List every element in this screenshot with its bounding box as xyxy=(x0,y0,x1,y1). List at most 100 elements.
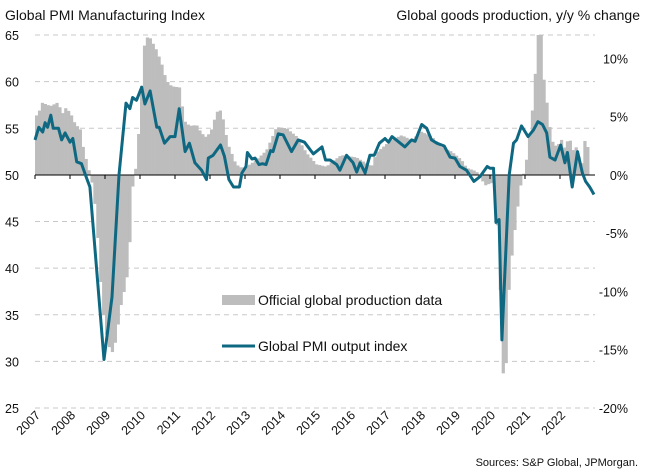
production-bar xyxy=(35,115,39,175)
production-bar xyxy=(387,141,392,175)
production-bar xyxy=(119,175,123,306)
production-bar xyxy=(116,175,120,325)
production-bar xyxy=(137,134,141,175)
left-axis-label: 35 xyxy=(5,309,19,323)
production-bar xyxy=(425,134,430,175)
production-bar xyxy=(338,156,342,175)
production-bar xyxy=(67,110,71,175)
pmi-output-line xyxy=(33,85,596,361)
production-bar xyxy=(481,175,485,182)
production-bar xyxy=(583,140,587,175)
x-axis-labels: 2007 2008 2009 2010 2011 2012 2013 2014 2015 2016… xyxy=(14,408,569,438)
production-bar xyxy=(484,175,488,186)
production-bar xyxy=(513,175,517,231)
x-axis-label: 2010 xyxy=(119,408,149,438)
production-bar xyxy=(443,148,447,175)
x-axis-label: 2009 xyxy=(84,408,114,438)
production-bar xyxy=(268,142,272,175)
production-bar xyxy=(90,175,94,183)
production-bar xyxy=(326,165,330,175)
production-bar xyxy=(227,146,231,175)
legend: Official global production data Global P… xyxy=(222,292,442,354)
production-bar xyxy=(142,45,147,176)
left-axis-label: 25 xyxy=(5,402,19,416)
x-axis-label: 2012 xyxy=(189,408,219,438)
production-bar xyxy=(455,155,459,175)
production-bar xyxy=(87,170,91,175)
production-bar xyxy=(294,136,298,175)
production-bars xyxy=(35,35,590,374)
production-bar xyxy=(487,175,491,185)
production-bar xyxy=(507,175,511,290)
production-bar xyxy=(210,129,214,175)
production-bar xyxy=(201,134,205,175)
legend-line-label: Global PMI output index xyxy=(258,338,407,354)
x-axis-ticks xyxy=(34,175,561,179)
production-bar xyxy=(306,154,310,175)
production-bar xyxy=(344,155,348,175)
production-bar xyxy=(376,151,380,175)
production-bar xyxy=(320,165,325,175)
production-bar xyxy=(350,156,354,175)
production-bar xyxy=(522,173,526,175)
production-bar xyxy=(396,136,400,175)
production-bar xyxy=(239,167,243,175)
production-bar xyxy=(385,144,389,175)
production-bar xyxy=(420,131,424,175)
production-bar xyxy=(145,37,150,175)
production-bar xyxy=(317,165,322,175)
production-bar xyxy=(370,165,374,175)
production-bar xyxy=(297,140,301,175)
right-axis-labels: 10% 5% 0% -5% -10% -15% -20% xyxy=(599,52,628,416)
production-bar xyxy=(428,135,432,175)
production-bar xyxy=(84,158,88,175)
production-bar xyxy=(312,161,316,175)
production-bar xyxy=(431,138,435,175)
production-bar xyxy=(446,149,450,175)
right-axis-title: Global goods production, y/y % change xyxy=(396,7,640,23)
production-bar xyxy=(96,175,100,238)
production-bar xyxy=(140,85,144,175)
left-axis-label: 30 xyxy=(5,355,19,369)
production-bar xyxy=(405,137,409,175)
production-bar xyxy=(390,139,395,175)
production-bar xyxy=(422,133,427,175)
production-bar xyxy=(122,175,126,293)
production-bar xyxy=(557,144,561,175)
production-bar xyxy=(46,105,50,175)
production-bar xyxy=(177,87,182,175)
production-bar xyxy=(519,175,523,186)
production-bar xyxy=(102,175,106,316)
production-bar xyxy=(245,166,249,175)
production-bar xyxy=(99,175,103,282)
production-bar xyxy=(172,86,176,175)
production-bar xyxy=(495,175,500,226)
production-bar xyxy=(382,146,386,175)
right-axis-label: 5% xyxy=(610,111,628,125)
production-bar xyxy=(247,164,252,175)
production-bar xyxy=(440,147,444,175)
production-bar xyxy=(571,150,575,175)
production-bar xyxy=(253,160,257,175)
right-axis-label: -20% xyxy=(599,402,628,416)
production-bar xyxy=(70,115,74,175)
production-bar xyxy=(131,175,135,187)
production-bar xyxy=(586,147,590,175)
production-bar xyxy=(408,139,412,175)
x-axis-label: 2018 xyxy=(399,408,429,438)
production-bar xyxy=(303,150,307,175)
production-bar xyxy=(414,136,418,175)
right-axis-label: 0% xyxy=(610,169,628,183)
production-bar xyxy=(516,175,520,207)
left-axis-label: 45 xyxy=(5,216,19,230)
production-bar xyxy=(490,175,494,184)
production-bar xyxy=(568,140,572,175)
production-bar xyxy=(107,175,112,348)
production-bar xyxy=(332,160,336,175)
production-bar xyxy=(37,110,42,175)
production-bar xyxy=(233,161,237,175)
production-bar xyxy=(160,64,164,175)
left-axis-title: Global PMI Manufacturing Index xyxy=(5,7,205,23)
production-bar xyxy=(285,129,290,175)
production-bar xyxy=(358,159,362,175)
